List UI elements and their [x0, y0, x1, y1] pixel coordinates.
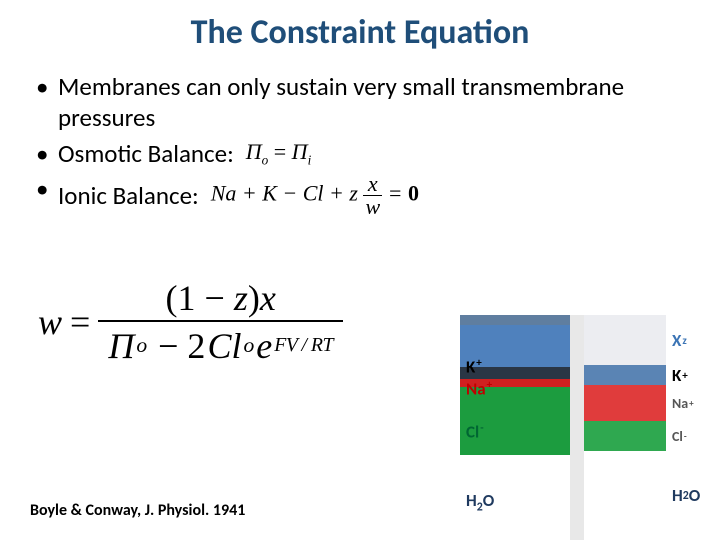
bullet-text: Ionic Balance: [58, 180, 199, 211]
citation: Boyle & Conway, J. Physiol. 1941 [30, 501, 245, 520]
membrane-diagram: K+ Na+ Cl- H2O Xz K+ Na+ Cl- H2O [460, 315, 720, 540]
bullet-text: Osmotic Balance: [58, 138, 234, 169]
cl-label-inside: Cl- [466, 420, 484, 443]
bullet-item: • Membranes can only sustain very small … [36, 71, 700, 134]
page-title: The Constraint Equation [0, 0, 720, 71]
cl-label: Cl- [666, 421, 720, 451]
k-label-inside: K+ [466, 355, 482, 378]
membrane [570, 315, 584, 540]
h2o-label: H2O [666, 451, 720, 540]
na-label-inside: Na+ [466, 377, 492, 400]
outside-compartment [584, 315, 666, 540]
bullet-list: • Membranes can only sustain very small … [0, 71, 720, 218]
xz-band-inside [460, 315, 570, 325]
cl-band-outside [584, 421, 666, 451]
bullet-marker: • [36, 173, 58, 204]
constraint-equation: w = (1 − z)x Πo − 2CloeFV / RT [38, 280, 343, 364]
outside-labels: Xz K+ Na+ Cl- H2O [666, 315, 720, 540]
bullet-text: Membranes can only sustain very small tr… [58, 71, 700, 134]
empty-band-outside [584, 315, 666, 365]
k-band-outside [584, 365, 666, 385]
h2o-band-outside [584, 451, 666, 540]
inside-compartment: K+ Na+ Cl- H2O [460, 315, 570, 540]
bullet-marker: • [36, 71, 58, 102]
k-label: K+ [666, 365, 720, 385]
bullet-item: • Ionic Balance: Na + K − Cl + z xw = 0 [36, 173, 700, 218]
na-band-outside [584, 385, 666, 421]
osmotic-equation: Πo = Πi [246, 138, 311, 169]
bullet-marker: • [36, 138, 58, 169]
bullet-item: • Osmotic Balance: Πo = Πi [36, 138, 700, 169]
h2o-label-inside: H2O [466, 490, 494, 514]
ionic-equation: Na + K − Cl + z xw = 0 [211, 173, 419, 218]
xz-label: Xz [666, 315, 720, 365]
na-label: Na+ [666, 385, 720, 421]
